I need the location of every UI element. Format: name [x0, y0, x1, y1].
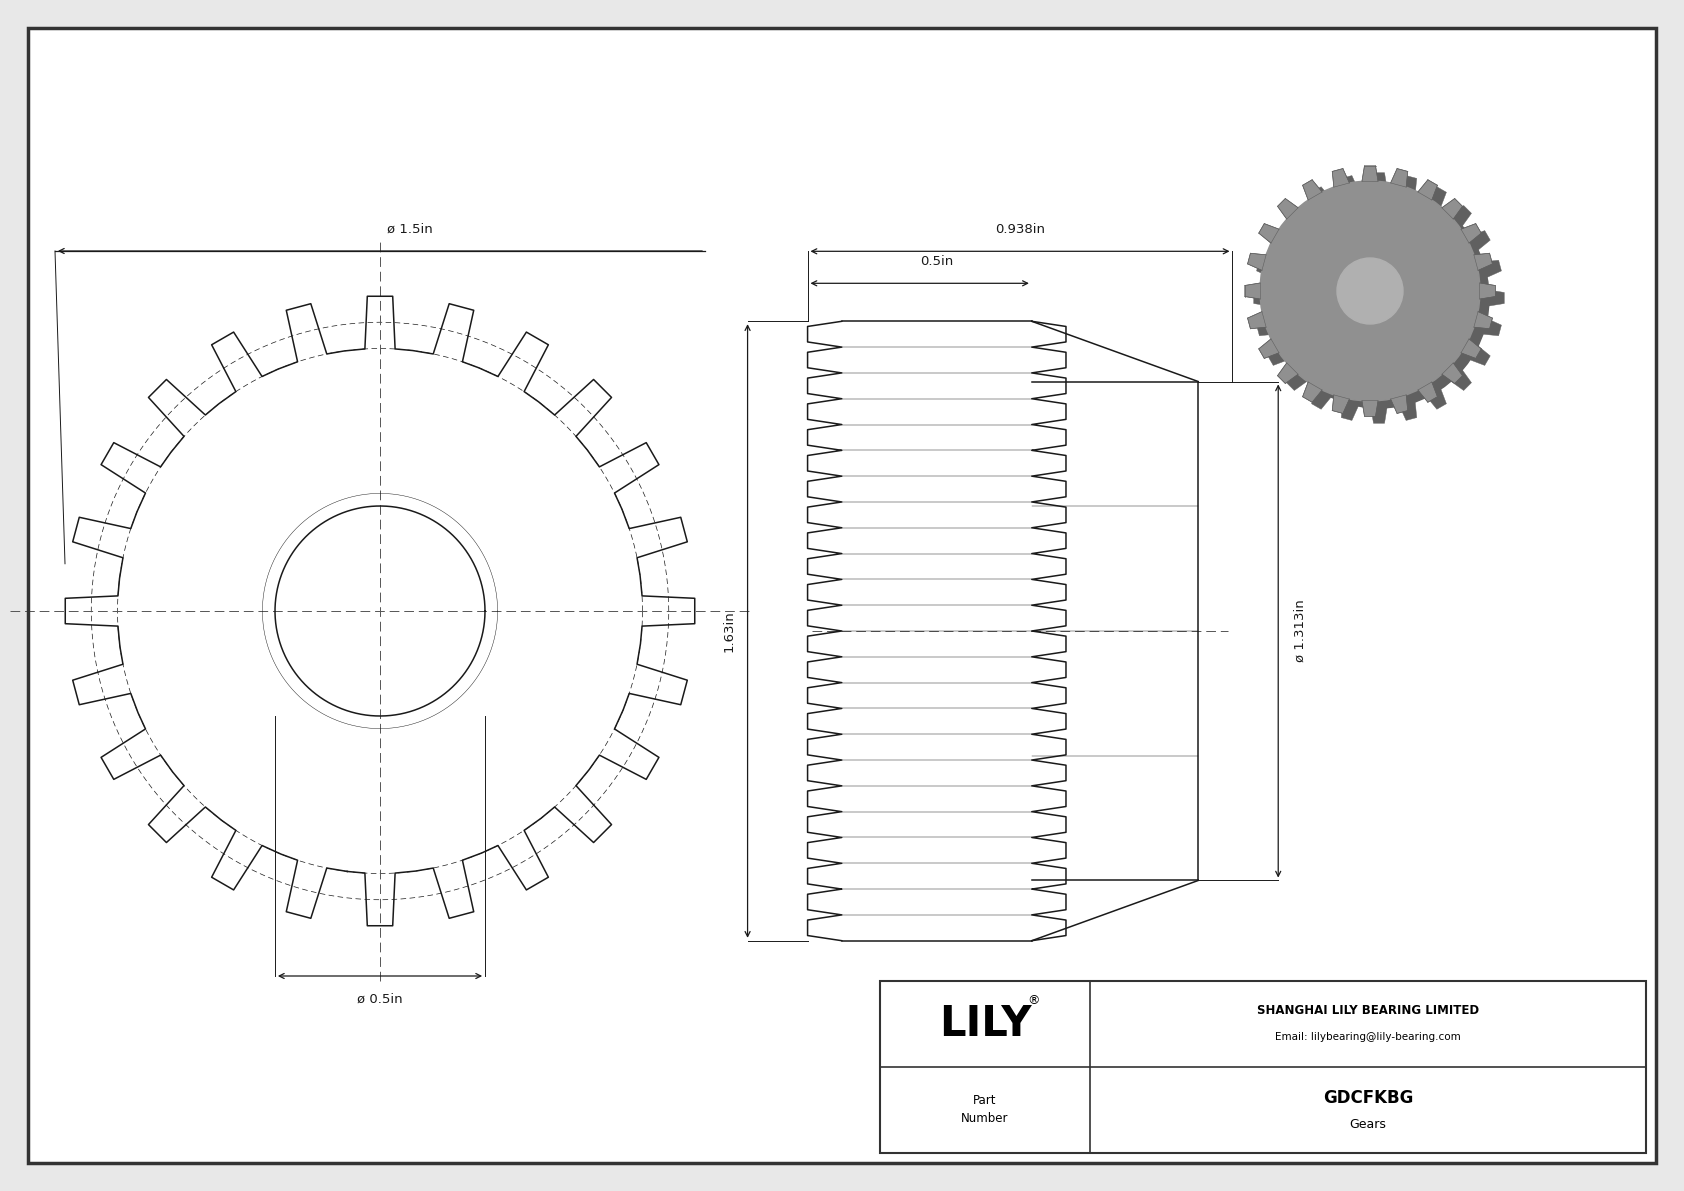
Text: ø 1.5in: ø 1.5in — [387, 223, 433, 236]
Polygon shape — [1474, 254, 1492, 270]
Polygon shape — [1287, 370, 1307, 391]
Text: ®: ® — [1027, 994, 1039, 1008]
Bar — [881, 981, 1645, 1153]
Text: Email: lilybearing@lily-bearing.com: Email: lilybearing@lily-bearing.com — [1275, 1031, 1462, 1042]
Polygon shape — [1268, 231, 1288, 250]
Text: ø 0.5in: ø 0.5in — [357, 993, 402, 1006]
Polygon shape — [1332, 169, 1349, 187]
Polygon shape — [1399, 175, 1416, 194]
Text: SHANGHAI LILY BEARING LIMITED: SHANGHAI LILY BEARING LIMITED — [1256, 1004, 1479, 1017]
Polygon shape — [1399, 401, 1416, 420]
Polygon shape — [1362, 400, 1378, 417]
Polygon shape — [1244, 283, 1260, 299]
Polygon shape — [1426, 187, 1447, 207]
Polygon shape — [1442, 363, 1462, 384]
Polygon shape — [1278, 199, 1298, 219]
Polygon shape — [1470, 231, 1490, 250]
Text: 0.5in: 0.5in — [919, 255, 953, 268]
Text: 0.938in: 0.938in — [995, 223, 1046, 236]
Polygon shape — [1489, 289, 1504, 306]
Circle shape — [1260, 181, 1480, 401]
Text: Gears: Gears — [1349, 1117, 1386, 1130]
Text: ø 1.313in: ø 1.313in — [1293, 599, 1307, 662]
Polygon shape — [1248, 254, 1266, 270]
Polygon shape — [1303, 382, 1322, 403]
Polygon shape — [1312, 389, 1330, 410]
Polygon shape — [1418, 180, 1438, 200]
Polygon shape — [1340, 401, 1359, 420]
Polygon shape — [1253, 289, 1270, 306]
Polygon shape — [1474, 312, 1492, 329]
Polygon shape — [1391, 169, 1408, 187]
Polygon shape — [1340, 175, 1359, 194]
Polygon shape — [1391, 395, 1408, 413]
Polygon shape — [1470, 345, 1490, 366]
Polygon shape — [1256, 261, 1275, 278]
Polygon shape — [1484, 319, 1502, 336]
Polygon shape — [1371, 407, 1388, 423]
Text: LILY: LILY — [938, 1003, 1031, 1045]
Polygon shape — [1371, 173, 1388, 188]
Text: 1.63in: 1.63in — [722, 610, 736, 651]
Polygon shape — [1258, 339, 1280, 358]
Polygon shape — [1268, 345, 1288, 366]
Polygon shape — [1462, 339, 1482, 358]
Polygon shape — [1462, 224, 1482, 243]
Polygon shape — [1278, 363, 1298, 384]
Polygon shape — [1442, 199, 1462, 219]
Polygon shape — [1258, 224, 1280, 243]
Polygon shape — [1332, 395, 1349, 413]
Circle shape — [1337, 258, 1403, 324]
Polygon shape — [1287, 206, 1307, 226]
Text: GDCFKBG: GDCFKBG — [1324, 1089, 1413, 1106]
Polygon shape — [1312, 187, 1330, 207]
Circle shape — [1270, 188, 1489, 409]
Polygon shape — [1303, 180, 1322, 200]
Polygon shape — [1452, 370, 1472, 391]
Polygon shape — [1362, 166, 1378, 181]
Polygon shape — [1418, 382, 1438, 403]
Polygon shape — [1452, 206, 1472, 226]
Polygon shape — [1426, 389, 1447, 410]
Polygon shape — [1480, 283, 1495, 299]
Polygon shape — [1248, 312, 1266, 329]
Polygon shape — [1256, 319, 1275, 336]
Polygon shape — [1484, 261, 1502, 278]
Text: Part
Number: Part Number — [962, 1095, 1009, 1125]
